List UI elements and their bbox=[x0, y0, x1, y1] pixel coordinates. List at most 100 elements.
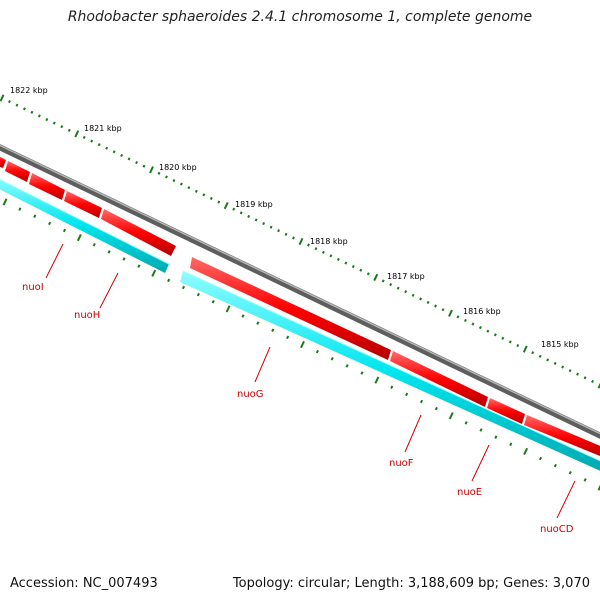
inner-minor-tick bbox=[286, 335, 290, 340]
inner-minor-tick bbox=[33, 214, 37, 219]
inner-minor-tick bbox=[196, 292, 200, 297]
minor-tick bbox=[239, 211, 243, 215]
minor-tick bbox=[441, 308, 445, 312]
kbp-label: 1822 kbp bbox=[10, 86, 48, 95]
inner-major-tick bbox=[300, 340, 305, 349]
minor-tick bbox=[359, 268, 363, 272]
minor-tick bbox=[277, 229, 281, 233]
minor-tick bbox=[321, 250, 325, 254]
minor-tick bbox=[464, 318, 467, 322]
minor-tick bbox=[37, 114, 41, 118]
minor-tick bbox=[434, 304, 437, 308]
minor-tick bbox=[30, 110, 34, 114]
inner-minor-tick bbox=[583, 478, 587, 482]
gene-arrow bbox=[0, 156, 6, 168]
major-tick bbox=[74, 130, 80, 138]
inner-minor-tick bbox=[92, 242, 96, 247]
minor-tick bbox=[22, 107, 26, 111]
minor-tick bbox=[284, 232, 288, 236]
inner-major-tick bbox=[374, 376, 380, 384]
major-tick bbox=[448, 309, 453, 317]
minor-tick bbox=[82, 135, 86, 140]
minor-tick bbox=[591, 379, 594, 383]
kbp-label: 1818 kbp bbox=[310, 237, 348, 246]
minor-tick bbox=[351, 265, 355, 269]
inner-minor-tick bbox=[479, 428, 483, 432]
summary-text: Topology: circular; Length: 3,188,609 bp… bbox=[232, 576, 590, 591]
kbp-scale bbox=[0, 94, 600, 389]
minor-tick bbox=[546, 358, 550, 362]
kbp-label: 1817 kbp bbox=[387, 272, 425, 281]
minor-tick bbox=[112, 150, 116, 154]
minor-tick bbox=[105, 146, 109, 150]
major-tick bbox=[373, 273, 379, 281]
minor-tick bbox=[426, 300, 430, 305]
minor-tick bbox=[209, 196, 213, 201]
minor-tick bbox=[60, 125, 64, 129]
minor-tick bbox=[142, 164, 146, 168]
inner-major-tick bbox=[523, 447, 529, 455]
minor-tick bbox=[157, 171, 161, 175]
minor-tick bbox=[292, 236, 295, 240]
minor-tick bbox=[516, 343, 520, 348]
minor-tick bbox=[247, 214, 251, 218]
minor-tick bbox=[389, 282, 393, 287]
inner-minor-tick bbox=[107, 250, 111, 254]
minor-tick bbox=[583, 376, 587, 380]
gene-arrow bbox=[524, 415, 600, 456]
gene-label: nuoI bbox=[22, 282, 44, 293]
gene-arrow bbox=[5, 161, 30, 182]
inner-minor-tick bbox=[181, 285, 186, 290]
inner-minor-tick bbox=[553, 463, 557, 468]
forward-genes bbox=[0, 156, 600, 456]
inner-minor-tick bbox=[509, 442, 513, 447]
minor-tick bbox=[553, 361, 557, 366]
inner-minor-tick bbox=[18, 207, 22, 211]
inner-minor-tick bbox=[211, 299, 215, 304]
minor-tick bbox=[493, 333, 497, 337]
gene-label: nuoE bbox=[457, 487, 482, 498]
minor-tick bbox=[336, 257, 340, 261]
inner-minor-tick bbox=[62, 228, 67, 233]
map-title: Rhodobacter sphaeroides 2.4.1 chromosome… bbox=[67, 9, 533, 25]
minor-tick bbox=[217, 200, 221, 204]
minor-tick bbox=[561, 365, 565, 369]
minor-tick bbox=[344, 261, 348, 265]
minor-tick bbox=[486, 329, 490, 333]
inner-major-tick bbox=[448, 412, 454, 420]
kbp-label: 1820 kbp bbox=[159, 163, 197, 172]
inner-minor-tick bbox=[345, 364, 349, 368]
minor-tick bbox=[97, 143, 101, 147]
inner-minor-tick bbox=[48, 221, 52, 226]
minor-tick bbox=[127, 157, 131, 161]
minor-tick bbox=[8, 100, 11, 104]
minor-tick bbox=[456, 315, 460, 319]
minor-tick bbox=[45, 117, 49, 122]
inner-minor-tick bbox=[390, 385, 394, 390]
minor-tick bbox=[478, 326, 482, 330]
major-tick bbox=[522, 345, 528, 353]
inner-minor-tick bbox=[167, 278, 171, 283]
minor-tick bbox=[254, 218, 258, 222]
minor-tick bbox=[90, 139, 94, 143]
minor-tick bbox=[307, 243, 310, 247]
minor-tick bbox=[381, 279, 385, 283]
inner-minor-tick bbox=[434, 406, 438, 411]
minor-tick bbox=[568, 369, 572, 373]
gene-arrow bbox=[487, 398, 525, 424]
inner-minor-tick bbox=[315, 349, 319, 354]
inner-major-tick bbox=[76, 234, 82, 242]
gene-arrow bbox=[190, 257, 391, 360]
gene-leaders bbox=[45, 243, 576, 519]
minor-tick bbox=[576, 372, 580, 376]
gene-label: nuoG bbox=[237, 389, 264, 400]
inner-minor-tick bbox=[137, 264, 141, 268]
inner-minor-tick bbox=[538, 456, 543, 461]
reverse-strand-band bbox=[0, 178, 600, 471]
kbp-label: 1819 kbp bbox=[235, 200, 273, 209]
minor-tick bbox=[262, 222, 266, 226]
minor-tick bbox=[314, 247, 318, 251]
inner-minor-tick bbox=[419, 399, 424, 404]
minor-tick bbox=[329, 254, 333, 258]
